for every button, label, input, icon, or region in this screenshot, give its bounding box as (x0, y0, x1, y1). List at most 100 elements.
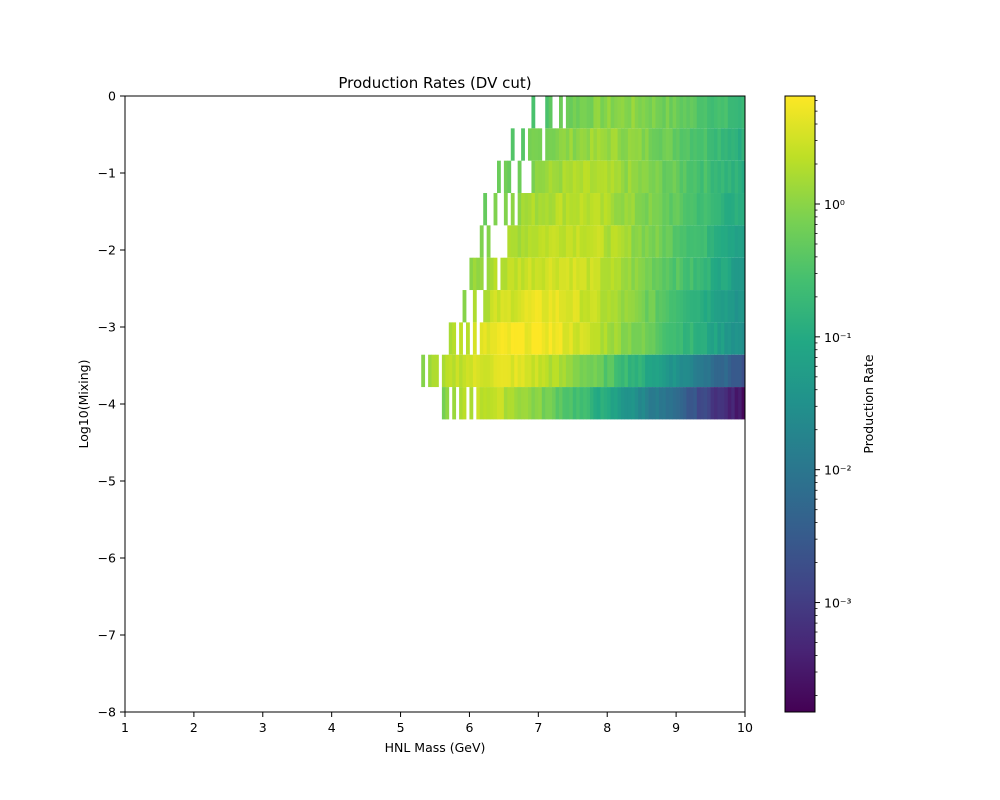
heatmap-cell (703, 225, 708, 258)
heatmap-cell (565, 257, 570, 291)
heatmap-cell (583, 257, 587, 291)
heatmap-cell (665, 160, 670, 194)
heatmap-cell (579, 160, 584, 194)
heatmap-cell (510, 387, 515, 420)
heatmap-cell (634, 257, 639, 291)
heatmap-cell (562, 322, 567, 355)
heatmap-cell (741, 354, 746, 388)
heatmap-cell (603, 257, 608, 291)
heatmap-cell (490, 354, 494, 388)
heatmap-cell (517, 160, 522, 194)
heatmap-cell (693, 387, 698, 420)
heatmap-cell (455, 354, 460, 388)
heatmap-cell (569, 354, 574, 388)
heatmap-cell (724, 96, 729, 129)
heatmap-cell (569, 193, 574, 226)
heatmap-cell (624, 96, 629, 129)
heatmap-cell (614, 322, 618, 355)
heatmap-cell (593, 322, 598, 355)
heatmap-cell (572, 290, 577, 323)
heatmap-cell (679, 354, 684, 388)
heatmap-cell (521, 257, 525, 291)
heatmap-cell (638, 387, 643, 420)
heatmap-cell (710, 257, 715, 291)
heatmap-cell (507, 387, 512, 420)
heatmap-cell (552, 290, 556, 323)
heatmap-cell (634, 193, 639, 226)
heatmap-cell (462, 387, 467, 420)
heatmap-cell (617, 96, 622, 129)
heatmap-cell (652, 96, 656, 129)
heatmap-cell (676, 387, 680, 420)
heatmap-cell (624, 225, 629, 258)
heatmap-cell (610, 96, 615, 129)
heatmap-cell (545, 160, 550, 194)
heatmap-cell (655, 96, 660, 129)
heatmap-cell (503, 387, 508, 420)
heatmap-cell (531, 225, 536, 258)
heatmap-cell (466, 322, 470, 355)
heatmap-cell (617, 387, 622, 420)
heatmap-cell (645, 322, 649, 355)
heatmap-cell (579, 354, 584, 388)
heatmap-cell (593, 96, 598, 129)
heatmap-cell (586, 128, 591, 161)
heatmap-cell (514, 354, 519, 388)
heatmap-cell (696, 354, 701, 388)
heatmap-cell (624, 193, 629, 226)
heatmap-cell (541, 322, 546, 355)
heatmap-cell (500, 354, 505, 388)
heatmap-cell (679, 322, 684, 355)
heatmap-cell (596, 257, 601, 291)
heatmap-cell (648, 354, 653, 388)
heatmap-cell (586, 96, 591, 129)
heatmap-cell (586, 225, 591, 258)
heatmap-cell (672, 322, 677, 355)
heatmap-cell (648, 160, 653, 194)
heatmap-cell (648, 387, 653, 420)
heatmap-cell (621, 387, 625, 420)
heatmap-cell (569, 128, 574, 161)
heatmap-cell (617, 290, 622, 323)
heatmap-cell (421, 354, 426, 388)
heatmap-cell (710, 160, 715, 194)
heatmap-cell (669, 322, 674, 355)
heatmap-cell (662, 354, 667, 388)
heatmap-cell (441, 387, 446, 420)
heatmap-cell (700, 225, 705, 258)
heatmap-cell (676, 160, 680, 194)
heatmap-cell (631, 387, 636, 420)
heatmap-cell (720, 387, 725, 420)
heatmap-cell (679, 128, 684, 161)
heatmap-cell (676, 322, 680, 355)
heatmap-cell (627, 193, 632, 226)
heatmap-cell (724, 193, 729, 226)
x-axis-label: HNL Mass (GeV) (385, 740, 486, 755)
x-tick-label: 6 (465, 720, 473, 735)
colorbar (784, 95, 816, 713)
heatmap-cell (545, 225, 550, 258)
heatmap-cell (579, 128, 584, 161)
heatmap-cell (621, 96, 625, 129)
heatmap-cell (445, 354, 450, 388)
heatmap-cell (734, 225, 739, 258)
heatmap-cell (541, 160, 546, 194)
heatmap-cell (638, 96, 643, 129)
heatmap-cell (700, 290, 705, 323)
heatmap-cell (627, 96, 632, 129)
heatmap-cell (552, 387, 556, 420)
heatmap-cell (452, 387, 457, 420)
heatmap-cell (741, 322, 746, 355)
heatmap-cell (562, 257, 567, 291)
heatmap-cell (572, 96, 577, 129)
heatmap-cell (683, 322, 687, 355)
colorbar-tick-label: 10⁻³ (824, 596, 852, 611)
heatmap-cell (565, 387, 570, 420)
heatmap-cell (590, 160, 594, 194)
heatmap-cell (662, 193, 667, 226)
x-axis: 1 2 3 4 5 6 7 8 9 10 (121, 712, 753, 735)
heatmap-cell (569, 387, 574, 420)
heatmap-cell (514, 387, 519, 420)
heatmap-cell (559, 322, 563, 355)
heatmap-cell (524, 257, 529, 291)
